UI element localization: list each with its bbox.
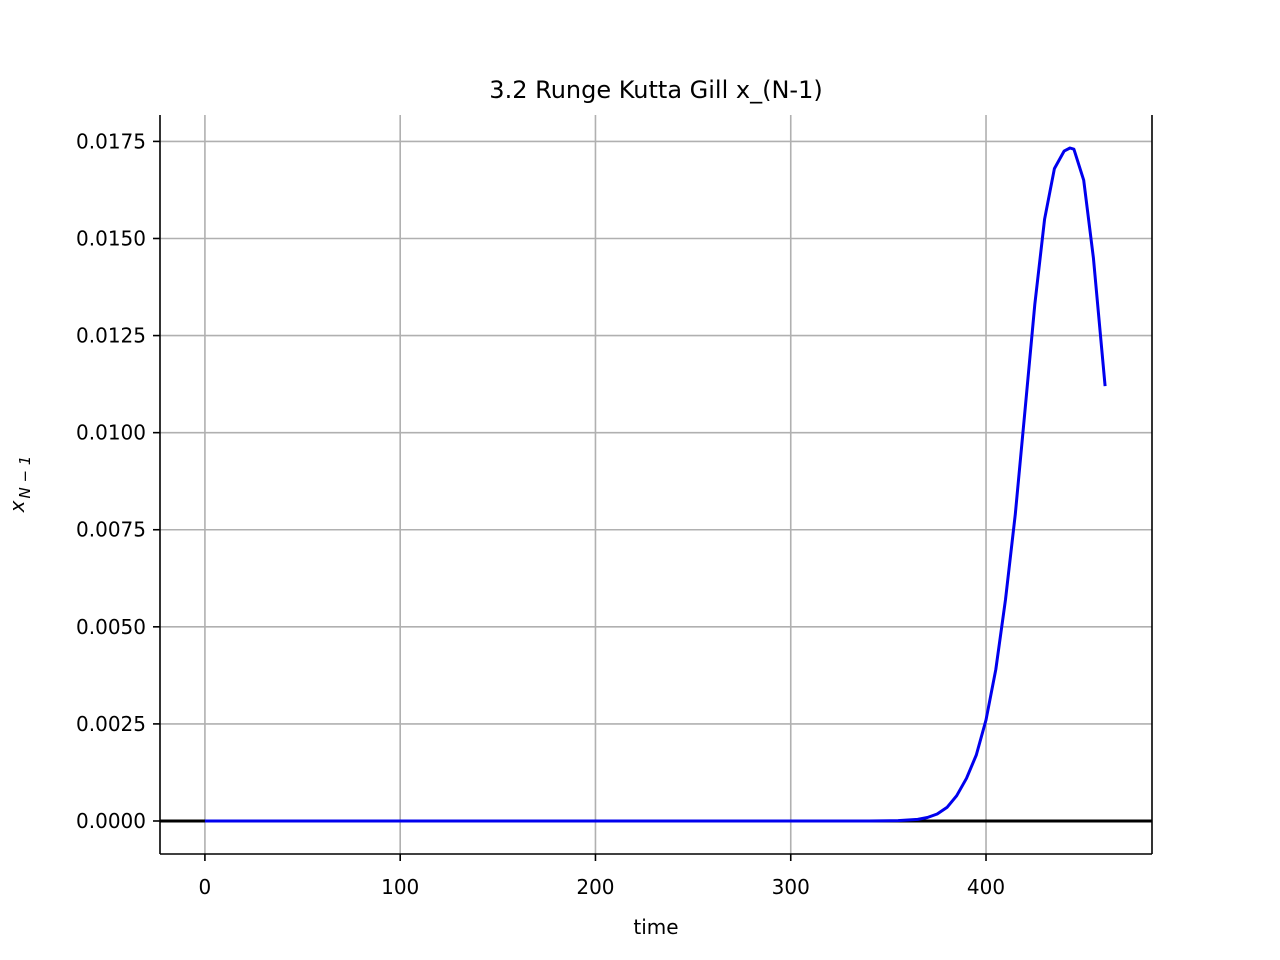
y-tick-label: 0.0025: [76, 712, 146, 736]
x-tick-label: 100: [381, 875, 419, 899]
x-tick-label: 0: [199, 875, 212, 899]
y-tick-label: 0.0100: [76, 421, 146, 445]
grid-layer: [160, 115, 1152, 854]
axes-layer: [159, 115, 1153, 855]
x-tick-label: 300: [772, 875, 810, 899]
y-tick-label: 0.0050: [76, 615, 146, 639]
series-layer: [204, 146, 1107, 823]
y-tick-label: 0.0175: [76, 129, 146, 153]
y-axis-label-subscript: N − 1: [16, 456, 34, 499]
tick-layer: 0 100 200 300 400 0.0000 0.0025 0.0050 0.0075 0.0…: [76, 129, 1005, 899]
y-axis-label-base: x: [5, 500, 29, 513]
x-axis-label: time: [633, 915, 678, 939]
series-line: [204, 146, 1107, 823]
y-tick-label: 0.0150: [76, 226, 146, 250]
y-tick-label: 0.0075: [76, 518, 146, 542]
y-axis-label: xN − 1: [5, 456, 34, 514]
x-tick-label: 200: [576, 875, 614, 899]
chart-title: 3.2 Runge Kutta Gill x_(N-1): [489, 76, 822, 104]
y-tick-label: 0.0125: [76, 324, 146, 348]
x-tick-label: 400: [967, 875, 1005, 899]
y-tick-label: 0.0000: [76, 809, 146, 833]
